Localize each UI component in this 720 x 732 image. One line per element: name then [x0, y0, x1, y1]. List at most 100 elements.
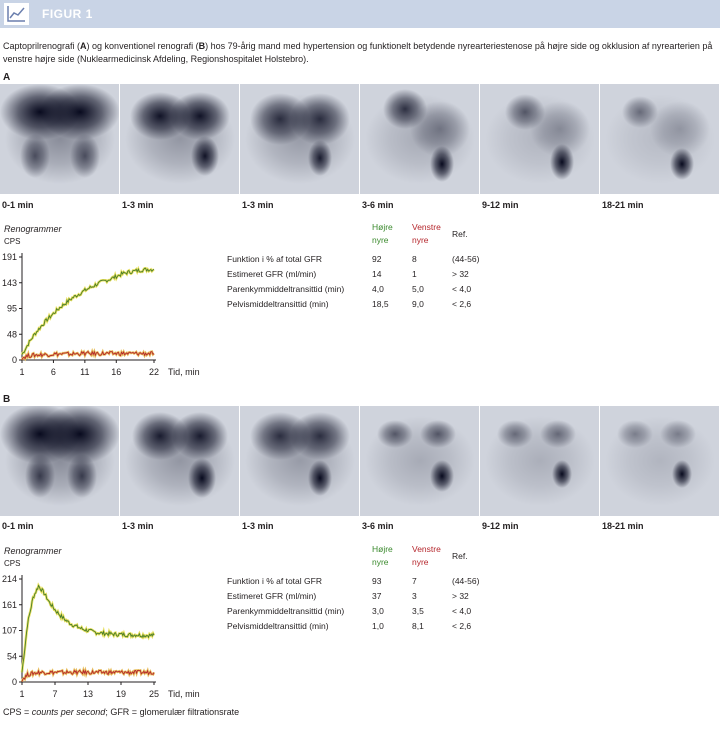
value-left-kidney: 9,0	[412, 299, 424, 309]
y-tick-label: 191	[2, 252, 17, 262]
figure-header: FIGUR 1	[0, 0, 720, 28]
scintigraphy-frame	[360, 84, 479, 194]
y-tick-label: 143	[2, 278, 17, 288]
time-label: 18-21 min	[602, 521, 644, 531]
y-tick-label: 95	[7, 304, 17, 314]
series-band	[20, 582, 156, 673]
time-label: 3-6 min	[362, 521, 394, 531]
value-left-kidney: 3	[412, 591, 417, 601]
x-tick-label: 13	[83, 689, 93, 699]
renogram-title-b: Renogrammer	[4, 546, 62, 556]
footnote-italic: counts per second	[31, 707, 106, 717]
value-reference: < 2,6	[452, 621, 472, 631]
figure-footnote: CPS = counts per second; GFR = glomerulæ…	[3, 707, 239, 717]
value-right-kidney: 4,0	[372, 284, 384, 294]
scintigraphy-strip-a	[0, 84, 720, 194]
time-label: 1-3 min	[122, 200, 154, 210]
y-tick-label: 0	[12, 355, 17, 365]
time-label: 18-21 min	[602, 200, 644, 210]
value-right-kidney: 93	[372, 576, 382, 586]
value-left-kidney: 1	[412, 269, 417, 279]
row-label: Pelvismiddeltransittid (min)	[227, 299, 329, 309]
caption-a: A	[80, 41, 87, 51]
value-right-kidney: 92	[372, 254, 382, 264]
series-line	[21, 350, 155, 361]
value-reference: (44-56)	[452, 254, 480, 264]
col-header-left: Venstre	[412, 222, 441, 232]
value-left-kidney: 3,5	[412, 606, 424, 616]
value-left-kidney: 7	[412, 576, 417, 586]
time-label: 3-6 min	[362, 200, 394, 210]
caption-text: Captoprilrenografi (	[3, 41, 81, 51]
scintigraphy-frame	[480, 406, 599, 516]
scintigraphy-frame	[240, 84, 359, 194]
value-right-kidney: 37	[372, 591, 382, 601]
value-right-kidney: 14	[372, 269, 382, 279]
scintigraphy-frame	[240, 406, 359, 516]
series-line	[21, 584, 155, 673]
scintigraphy-frame	[600, 406, 719, 516]
row-label: Estimeret GFR (ml/min)	[227, 269, 317, 279]
cps-label-b: CPS	[4, 559, 21, 568]
y-tick-label: 214	[2, 574, 17, 584]
series-line	[21, 668, 155, 682]
value-right-kidney: 1,0	[372, 621, 384, 631]
x-tick-label: 19	[116, 689, 126, 699]
col-header-ref: Ref.	[452, 551, 468, 561]
col-header-right: Højre	[372, 222, 393, 232]
col-header-right: nyre	[372, 235, 389, 245]
row-label: Pelvismiddeltransittid (min)	[227, 621, 329, 631]
time-label: 0-1 min	[2, 521, 34, 531]
col-header-left: nyre	[412, 235, 429, 245]
x-tick-label: 25	[149, 689, 159, 699]
row-label: Parenkymmiddeltransittid (min)	[227, 284, 345, 294]
scintigraphy-frame	[480, 84, 599, 194]
footnote-text: ; GFR = glomerulær filtrationsrate	[105, 707, 240, 717]
panel-a-label: A	[3, 72, 11, 83]
series-band	[20, 265, 155, 356]
y-tick-label: 107	[2, 626, 17, 636]
y-tick-label: 54	[7, 651, 17, 661]
value-left-kidney: 5,0	[412, 284, 424, 294]
time-label: 0-1 min	[2, 200, 34, 210]
scintigraphy-frame	[600, 84, 719, 194]
y-tick-label: 0	[12, 677, 17, 687]
panel-b-label: B	[3, 394, 11, 405]
value-reference: > 32	[452, 591, 469, 601]
col-header-left: nyre	[412, 557, 429, 567]
x-tick-label: 11	[80, 367, 89, 377]
time-label: 9-12 min	[482, 521, 519, 531]
time-label: 1-3 min	[122, 521, 154, 531]
caption-b: B	[198, 41, 206, 51]
x-tick-label: 16	[111, 367, 121, 377]
row-label: Funktion i % af total GFR	[227, 576, 322, 586]
footnote-text: CPS =	[3, 707, 32, 717]
scintigraphy-frame	[360, 406, 479, 516]
scintigraphy-frame	[120, 406, 239, 516]
caption-text: ) og konventionel renografi (	[86, 41, 199, 51]
x-tick-label: 7	[52, 689, 57, 699]
chart-icon	[4, 3, 29, 25]
x-axis-label: Tid, min	[168, 367, 200, 377]
value-reference: < 2,6	[452, 299, 472, 309]
y-tick-label: 161	[2, 600, 17, 610]
renogram-chart-b: 214 161 107 54 01 7 13 19 25 Tid, min	[2, 574, 200, 699]
x-tick-label: 1	[19, 689, 24, 699]
scintigraphy-frame	[0, 84, 119, 194]
col-header-ref: Ref.	[452, 229, 468, 239]
time-label: 9-12 min	[482, 200, 519, 210]
value-reference: < 4,0	[452, 284, 472, 294]
value-right-kidney: 18,5	[372, 299, 389, 309]
value-left-kidney: 8,1	[412, 621, 424, 631]
x-axis-label: Tid, min	[168, 689, 200, 699]
figure-title: FIGUR 1	[42, 7, 93, 21]
row-label: Estimeret GFR (ml/min)	[227, 591, 317, 601]
scintigraphy-frame	[120, 84, 239, 194]
y-tick-label: 48	[7, 329, 17, 339]
series-line	[21, 267, 155, 355]
figure-caption: Captoprilrenografi (A) og konventionel r…	[3, 40, 715, 66]
col-header-left: Venstre	[412, 544, 441, 554]
col-header-right: nyre	[372, 557, 389, 567]
x-tick-label: 22	[149, 367, 159, 377]
